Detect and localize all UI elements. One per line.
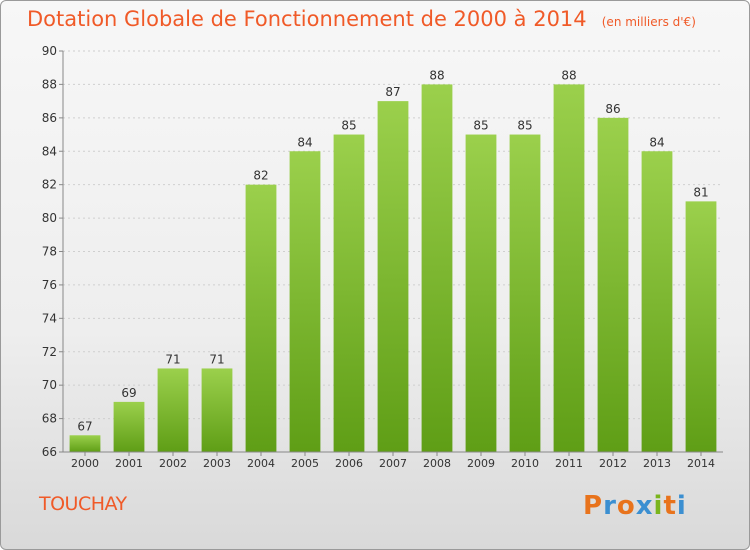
x-tick-label: 2007 (379, 457, 407, 470)
y-tick-label: 66 (42, 445, 57, 459)
x-tick-label: 2000 (71, 457, 99, 470)
logo-letter: x (635, 491, 654, 521)
bar-2002 (157, 368, 189, 452)
x-tick-label: 2004 (247, 457, 275, 470)
bar-2008 (421, 84, 453, 453)
proxiti-logo: Proxiti (583, 491, 687, 521)
y-tick-label: 70 (42, 378, 57, 392)
x-tick-label: 2010 (511, 457, 539, 470)
bar-2003 (201, 368, 233, 452)
bar-2004 (245, 184, 277, 452)
bar-value-label: 84 (649, 135, 664, 149)
chart-subtitle: (en milliers d'€) (601, 15, 696, 29)
y-tick-label: 68 (42, 412, 57, 426)
x-tick-label: 2003 (203, 457, 231, 470)
bar-2010 (509, 134, 541, 452)
bar-value-label: 85 (517, 119, 532, 133)
bar-value-label: 67 (77, 419, 92, 433)
bar-value-label: 81 (693, 185, 708, 199)
x-tick-label: 2002 (159, 457, 187, 470)
bar-value-label: 87 (385, 85, 400, 99)
bar-value-label: 88 (429, 68, 444, 82)
x-tick-label: 2012 (599, 457, 627, 470)
axes: 66 68 70 72 74 76 78 80 82 84 86 88 90 2000 2001 2002 20… (42, 44, 723, 470)
bar-value-label: 88 (561, 68, 576, 82)
logo-letter: o (616, 491, 636, 521)
bar-value-label: 85 (341, 119, 356, 133)
x-tick-label: 2006 (335, 457, 363, 470)
bar-value-label: 86 (605, 102, 620, 116)
x-tick-label: 2009 (467, 457, 495, 470)
y-tick-label: 80 (42, 211, 57, 225)
y-tick-label: 82 (42, 178, 57, 192)
bars: 67 69 71 71 82 84 85 87 88 85 85 88 86 84 81 (69, 68, 717, 453)
title-row: Dotation Globale de Fonctionnement de 20… (27, 7, 696, 31)
x-tick-label: 2011 (555, 457, 583, 470)
bar-2006 (333, 134, 365, 452)
x-tick-label: 2014 (687, 457, 715, 470)
y-tick-label: 86 (42, 111, 57, 125)
y-tick-label: 90 (42, 44, 57, 58)
y-tick-label: 76 (42, 278, 57, 292)
y-tick-label: 74 (42, 311, 57, 325)
y-tick-label: 78 (42, 245, 57, 259)
bar-value-label: 71 (209, 352, 224, 366)
bar-2001 (113, 401, 145, 452)
logo-letter: i (676, 491, 687, 521)
bar-2011 (553, 84, 585, 453)
logo-letter: i (653, 491, 664, 521)
bar-2005 (289, 151, 321, 452)
y-tick-label: 84 (42, 144, 57, 158)
bar-2007 (377, 101, 409, 452)
town-name: TOUCHAY (39, 493, 127, 515)
x-tick-label: 2001 (115, 457, 143, 470)
logo-letter: P (583, 491, 604, 521)
bar-value-label: 69 (121, 386, 136, 400)
x-tick-label: 2008 (423, 457, 451, 470)
bar-value-label: 71 (165, 352, 180, 366)
bar-value-label: 84 (297, 135, 312, 149)
bar-2013 (641, 151, 673, 452)
bar-2000 (69, 435, 101, 452)
bar-2014 (685, 201, 717, 452)
x-tick-label: 2013 (643, 457, 671, 470)
chart-title: Dotation Globale de Fonctionnement de 20… (27, 7, 587, 31)
y-tick-label: 72 (42, 345, 57, 359)
logo-letter: t (663, 491, 677, 521)
bar-value-label: 82 (253, 169, 268, 183)
bar-2012 (597, 117, 629, 452)
bar-value-label: 85 (473, 119, 488, 133)
logo-letter: r (603, 491, 617, 521)
bar-2009 (465, 134, 497, 452)
y-tick-label: 88 (42, 77, 57, 91)
x-tick-label: 2005 (291, 457, 319, 470)
